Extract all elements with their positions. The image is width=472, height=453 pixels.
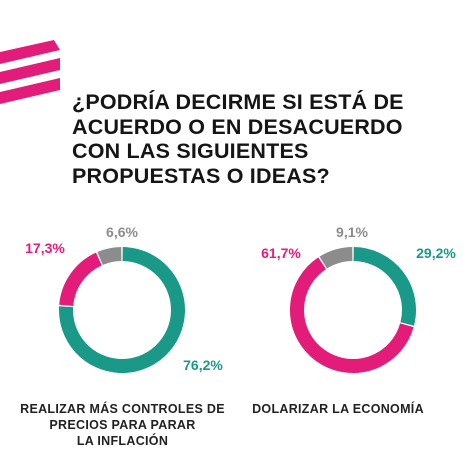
page-title: ¿PODRÍA DECIRME SI ESTÁ DE ACUERDO O EN … bbox=[72, 90, 462, 188]
donut-slice bbox=[319, 247, 353, 269]
donut-slice bbox=[59, 252, 103, 307]
slice-value-label: 29,2% bbox=[416, 245, 456, 261]
caption-line: REALIZAR MÁS CONTROLES DE bbox=[20, 402, 225, 416]
title-line: CON LAS SIGUIENTES bbox=[72, 139, 309, 163]
title-line: ¿PODRÍA DECIRME SI ESTÁ DE bbox=[72, 90, 404, 114]
caption-line: DOLARIZAR LA ECONOMÍA bbox=[252, 402, 424, 416]
slice-value-label: 17,3% bbox=[25, 240, 65, 256]
caption-line: PRECIOS PARA PARAR bbox=[49, 418, 196, 432]
donut-slice bbox=[353, 247, 416, 326]
slice-value-label: 61,7% bbox=[261, 245, 301, 261]
caption-line: LA INFLACIÓN bbox=[76, 434, 169, 448]
chart-caption-dollarize: DOLARIZAR LA ECONOMÍA bbox=[228, 401, 448, 417]
title-line: PROPUESTAS O IDEAS? bbox=[72, 163, 330, 188]
donut-slice bbox=[59, 247, 185, 373]
chart-caption-price-controls: REALIZAR MÁS CONTROLES DE PRECIOS PARA P… bbox=[0, 401, 245, 449]
slice-value-label: 6,6% bbox=[106, 224, 138, 240]
slice-value-label: 9,1% bbox=[336, 224, 368, 240]
brand-stripes-logo bbox=[0, 40, 60, 104]
slice-value-label: 76,2% bbox=[183, 357, 223, 373]
donut-slice bbox=[290, 257, 414, 373]
title-line: ACUERDO O EN DESACUERDO bbox=[72, 114, 403, 139]
donut-slice bbox=[97, 247, 122, 266]
